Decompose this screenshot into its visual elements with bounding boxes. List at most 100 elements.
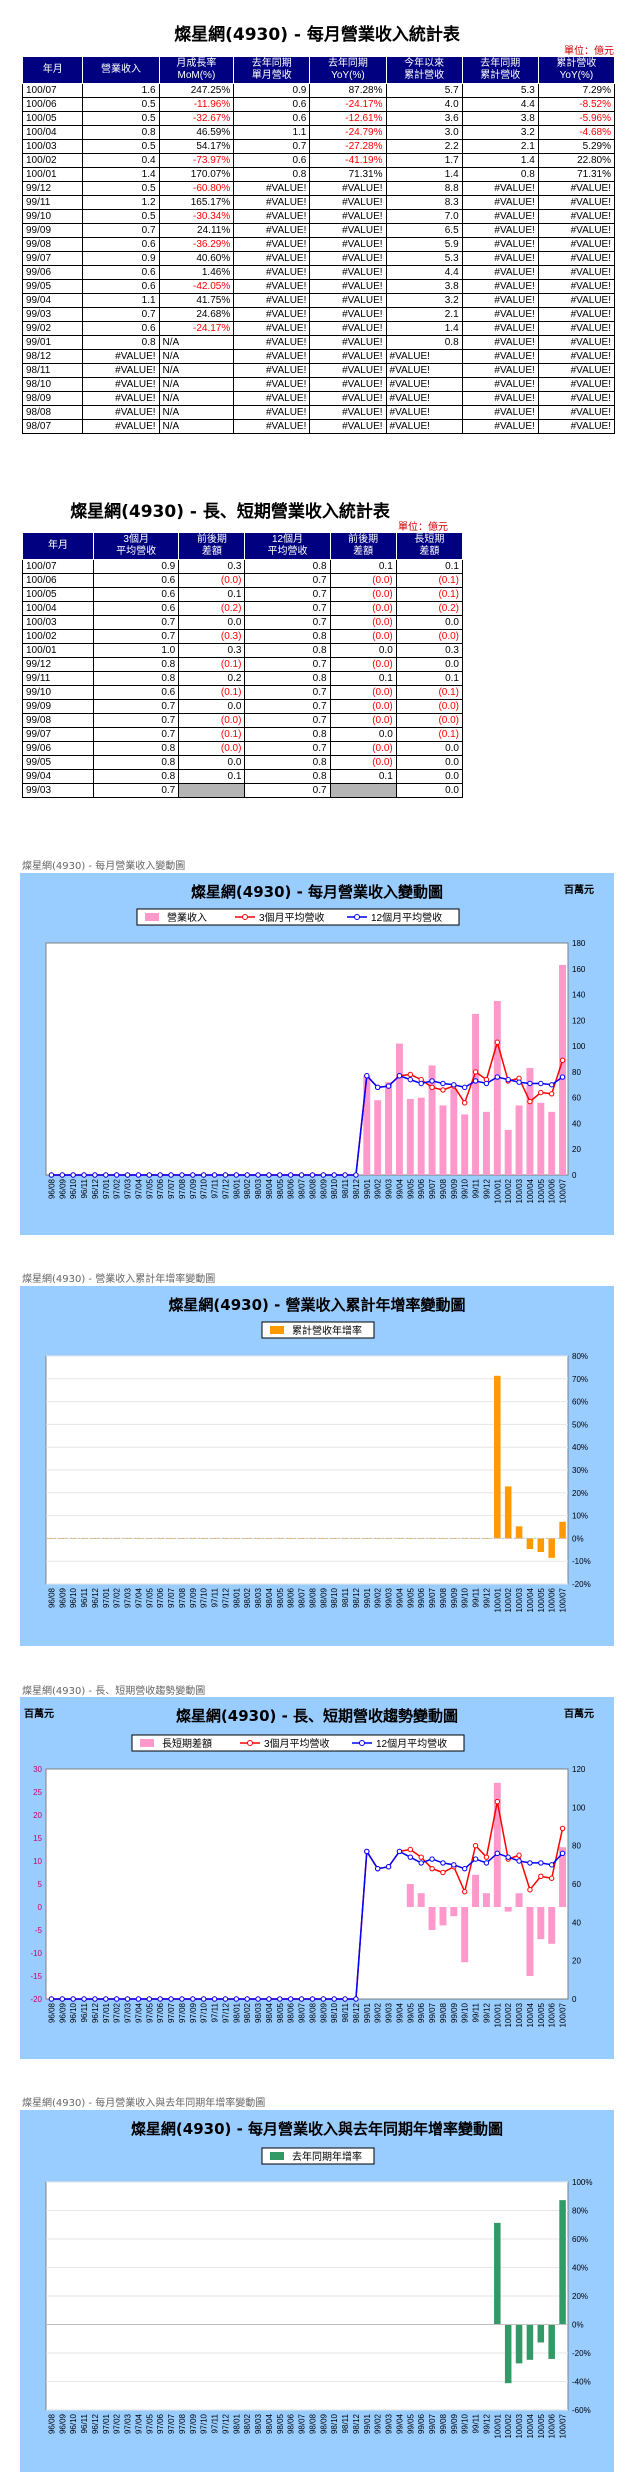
avg3-point — [440, 1869, 446, 1876]
table-cell: -60.80% — [158, 181, 235, 196]
x-tick-label: 97/07 — [167, 2002, 176, 2023]
x-tick-label: 99/02 — [374, 2413, 383, 2434]
legend-marker — [247, 1740, 253, 1746]
cumulative-yoy-chart: 燦星網(4930) - 營業收入累計年增率變動圖 -20% -10% 0% 10% 20%… — [45, 1296, 591, 1612]
diff-bar — [559, 1847, 567, 1907]
legend-label: 12個月平均營收 — [376, 1737, 447, 1750]
trend-revenue-table: 年月 3個月 平均營收 前後期 差額 12個月 平均營收 前後期 差額 長短期 差額 100/07 0… — [21, 532, 464, 798]
x-tick-label: 100/06 — [548, 1178, 557, 1203]
avg12-point — [287, 1172, 294, 1178]
table-cell: 99/06 — [21, 265, 84, 280]
x-tick-label: 98/10 — [330, 2002, 339, 2023]
avg12-point — [113, 1172, 120, 1178]
diff-bar — [472, 1874, 480, 1907]
table-cell: 0.1 — [329, 769, 397, 784]
yoy-bar — [113, 1538, 120, 1539]
avg12-point — [494, 1074, 501, 1080]
avg12-point — [59, 1172, 66, 1178]
table-cell: #VALUE! — [537, 209, 616, 224]
x-tick-label: 99/06 — [417, 1178, 426, 1199]
table-cell: -11.96% — [158, 97, 235, 112]
x-tick-label: 100/04 — [526, 2002, 535, 2027]
x-tick-label: 100/04 — [526, 2413, 535, 2438]
table-cell: 3.8 — [385, 279, 463, 294]
table-cell: (0.0) — [329, 755, 397, 770]
table-cell: #VALUE! — [233, 419, 311, 434]
avg12-point — [92, 1996, 98, 2002]
avg12-point — [451, 1082, 457, 1088]
legend — [261, 2147, 375, 2165]
table-cell: -73.97% — [158, 153, 235, 168]
table-cell: (0.0) — [395, 713, 464, 728]
x-tick-label: 98/11 — [341, 1587, 350, 1607]
table-cell: #VALUE! — [461, 349, 539, 364]
table-row: 99/12 0.8 (0.1) 0.7 (0.0) 0.0 — [21, 657, 464, 672]
table-cell: 100/04 — [21, 601, 95, 616]
table-cell: (0.0) — [395, 629, 464, 644]
x-tick-label: 98/02 — [243, 1178, 252, 1199]
table-row: 99/04 1.1 41.75% #VALUE! #VALUE! 3.2 #VALUE! #V… — [21, 293, 616, 308]
table-cell: 1.4 — [385, 321, 463, 336]
y-tick-label: 100% — [572, 2178, 592, 2187]
x-tick-label: 100/05 — [537, 2413, 546, 2438]
avg12-point — [385, 1083, 392, 1089]
x-tick-label: 97/07 — [167, 1587, 176, 1608]
table-cell: 7.29% — [537, 83, 616, 98]
avg12-point — [429, 1856, 435, 1862]
table-cell: 100/03 — [21, 139, 84, 154]
x-tick-label: 99/02 — [374, 1178, 383, 1199]
y-tick-label: 80% — [572, 2207, 588, 2216]
chart-panel-3: 燦星網(4930) - 長、短期營收趨勢變動圖 -20 -15 -10 -5 0 5 10 15… — [20, 1697, 614, 2059]
x-tick-label: 98/10 — [330, 1587, 339, 1608]
avg3-point — [538, 1873, 544, 1880]
x-tick-label: 98/10 — [330, 2413, 339, 2434]
x-tick-label: 98/01 — [232, 2002, 241, 2023]
table-cell: 24.11% — [158, 223, 235, 238]
x-tick-label: 98/04 — [265, 2413, 274, 2434]
table-cell: 0.0 — [395, 769, 464, 784]
legend-label: 3個月平均營收 — [264, 1737, 330, 1750]
table-cell: 1.46% — [158, 265, 235, 280]
x-tick-label: 96/09 — [58, 1587, 67, 1608]
legend-marker — [354, 914, 360, 920]
x-tick-label: 98/02 — [243, 2413, 252, 2434]
avg12-point — [418, 1080, 424, 1087]
table-cell: 0.6 — [233, 111, 311, 126]
x-tick-label: 98/08 — [308, 1587, 317, 1608]
x-tick-label: 98/12 — [352, 1178, 361, 1199]
table-cell: 5.9 — [385, 237, 463, 252]
x-tick-label: 97/06 — [156, 1587, 165, 1608]
x-tick-label: 98/11 — [341, 2002, 350, 2022]
y-tick-label: 30 — [33, 1765, 42, 1774]
yoy-bar — [222, 1538, 229, 1539]
table-cell: 1.1 — [82, 293, 160, 308]
x-tick-label: 99/03 — [385, 1587, 394, 1608]
x-tick-label: 99/05 — [406, 2002, 415, 2023]
table-cell: 8.3 — [385, 195, 463, 210]
x-tick-label: 98/03 — [254, 2413, 263, 2434]
x-tick-label: 97/06 — [156, 2413, 165, 2434]
y-tick-label: 20 — [33, 1811, 42, 1820]
yoy-bar — [178, 1538, 186, 1539]
table-cell: 98/08 — [21, 405, 84, 420]
table-cell: 165.17% — [158, 195, 235, 210]
avg12-point — [146, 1996, 153, 2002]
y-tick-label: -10% — [572, 1557, 591, 1566]
x-tick-label: 97/02 — [113, 2002, 122, 2023]
yoy-bar — [341, 1538, 349, 1539]
x-tick-label: 99/10 — [461, 2002, 470, 2023]
y-tick-label: 10 — [33, 1857, 42, 1866]
table-cell: (0.0) — [329, 587, 397, 602]
yoy-bar — [298, 1538, 305, 1539]
table-cell: 0.6 — [82, 321, 160, 336]
x-tick-label: 99/05 — [406, 1587, 415, 1608]
table-cell: #VALUE! — [309, 363, 387, 378]
table-cell: #VALUE! — [233, 307, 311, 322]
table-cell — [329, 783, 397, 798]
avg12-point — [266, 1172, 272, 1178]
table-cell: (0.0) — [178, 741, 246, 756]
table-row: 100/02 0.4 -73.97% 0.6 -41.19% 1.7 1.4 22.80% — [21, 153, 616, 168]
table-cell: (0.1) — [178, 657, 246, 672]
table-cell: -41.19% — [309, 153, 387, 168]
table-cell: 0.7 — [233, 139, 311, 154]
